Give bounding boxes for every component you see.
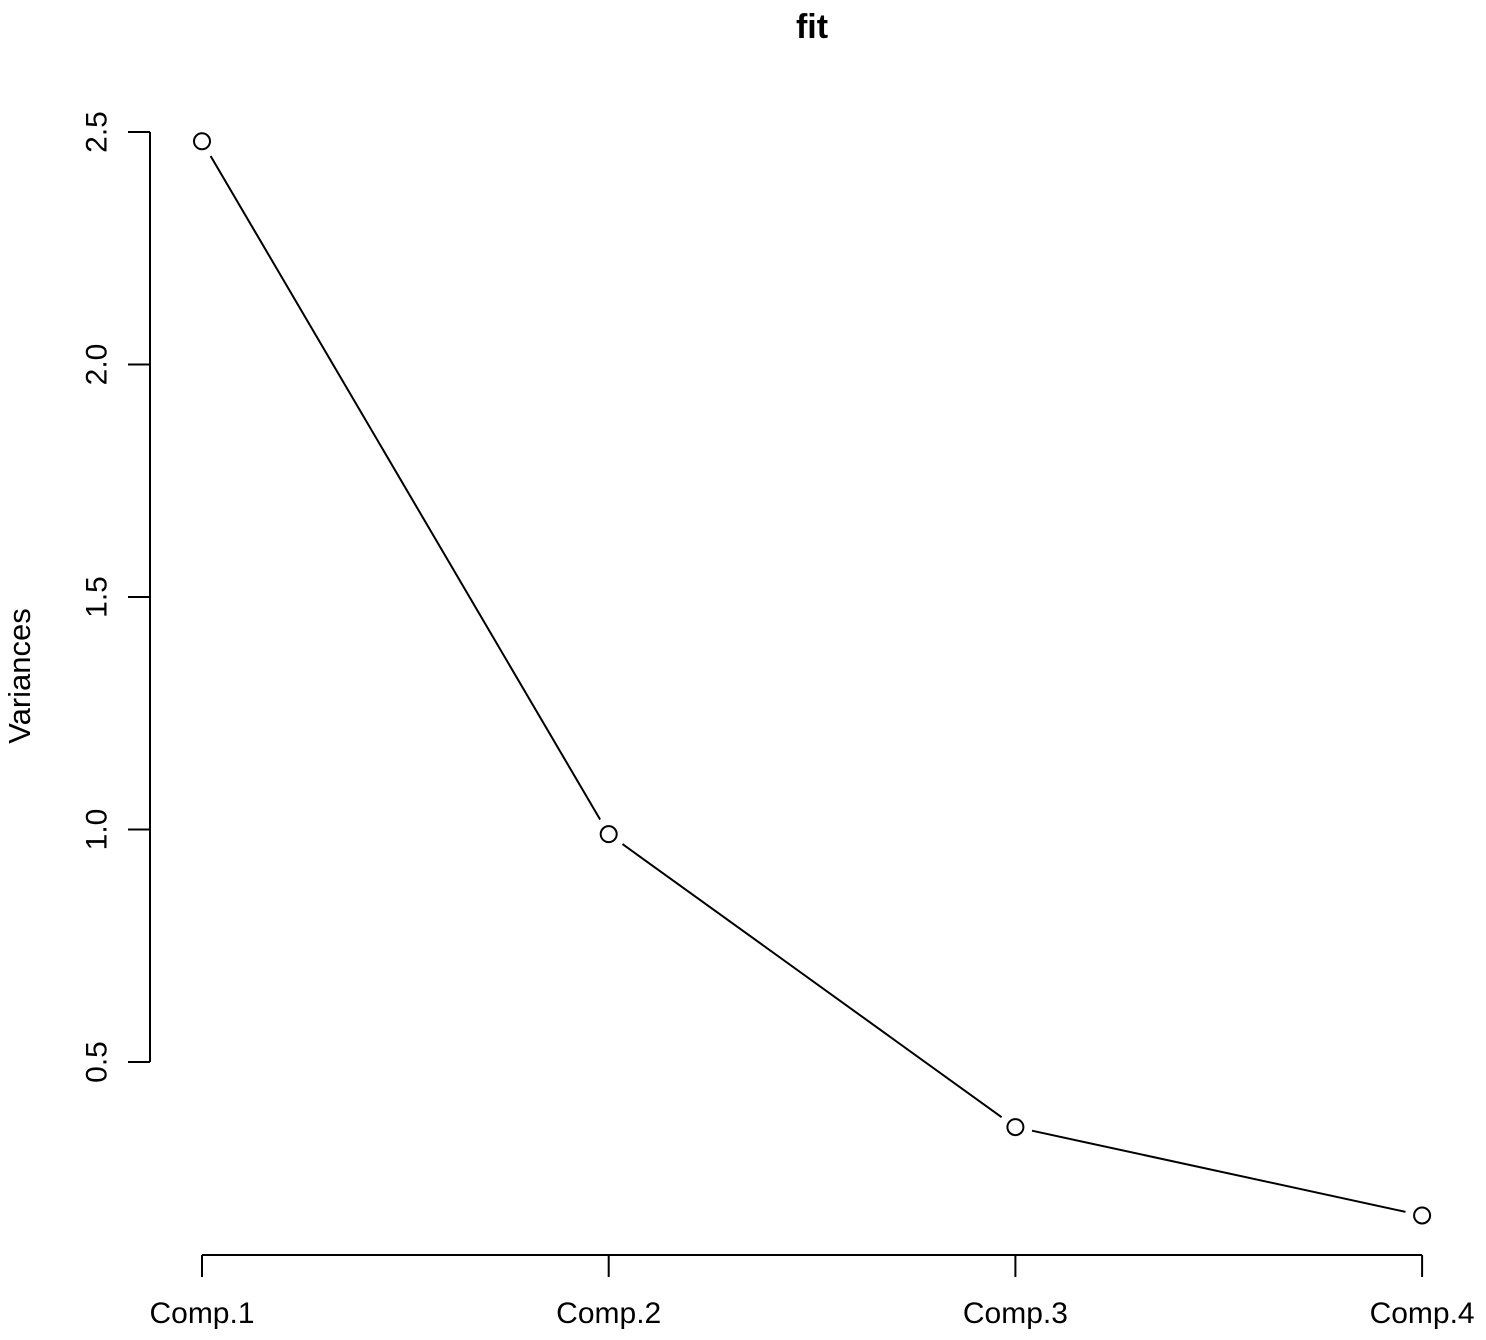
x-tick-label: Comp.2 xyxy=(556,1297,661,1330)
y-axis-label: Variances xyxy=(2,608,37,744)
series-segment xyxy=(621,843,1003,1118)
data-series xyxy=(193,132,1432,1225)
chart-title: fit xyxy=(796,8,828,46)
axes: 2.5 2.0 1.5 1.0 0.5 Comp.1 Comp.2 Comp.3 Comp.4 xyxy=(81,111,1475,1330)
y-tick-label: 1.0 xyxy=(81,809,114,851)
data-point xyxy=(1006,1118,1025,1137)
x-tick-label: Comp.3 xyxy=(963,1297,1068,1330)
data-point xyxy=(1413,1206,1432,1225)
y-tick-label: 2.0 xyxy=(81,344,114,386)
series-segment xyxy=(1031,1129,1406,1213)
series-segment xyxy=(209,155,601,820)
data-point xyxy=(193,132,211,151)
y-tick-label: 1.5 xyxy=(81,576,114,618)
y-tick-label: 0.5 xyxy=(81,1041,114,1083)
data-point xyxy=(599,825,618,844)
x-tick-label: Comp.4 xyxy=(1370,1297,1475,1330)
y-tick-label: 2.5 xyxy=(81,111,114,153)
x-tick-label: Comp.1 xyxy=(149,1297,254,1330)
